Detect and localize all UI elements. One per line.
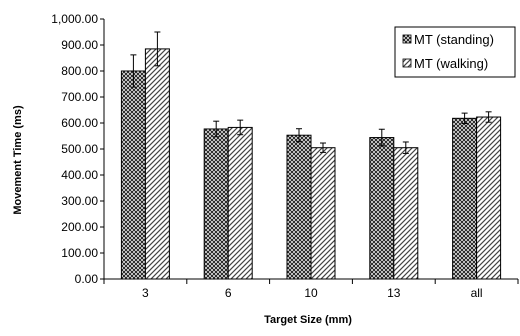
bar-walking [476,116,502,280]
y-tick-label: 200.00 [61,220,98,234]
bar-walking [144,48,170,280]
axes: 0.00 100.00 200.00 300.00 400.00 500.00 600.00… [51,12,519,300]
y-tick-label: 500.00 [61,142,98,156]
x-tick-label: 13 [387,286,401,300]
bar-walking [227,126,253,280]
bar-standing [120,70,146,280]
bar-standing [203,128,229,280]
bars [120,31,502,280]
y-tick-label: 100.00 [61,246,98,260]
y-tick-label: 300.00 [61,194,98,208]
x-tick-label: 6 [225,286,232,300]
legend-label-standing: MT (standing) [414,32,494,47]
y-tick-label: 1,000.00 [51,12,98,26]
bar-standing [369,137,395,280]
legend-box [394,26,516,78]
y-tick-label: 800.00 [61,64,98,78]
legend: MT (standing) MT (walking) [394,26,516,78]
y-tick-label: 700.00 [61,90,98,104]
bar-walking [310,147,336,280]
bar-standing [286,134,312,280]
legend-swatch-walking [402,58,412,68]
y-tick-label: 900.00 [61,38,98,52]
legend-label-walking: MT (walking) [414,56,488,71]
y-tick-label: 0.00 [75,272,99,286]
bar-standing [452,117,478,280]
x-tick-label: 10 [304,286,318,300]
bar-walking [393,147,419,280]
legend-swatch-standing [402,34,412,44]
y-tick-label: 600.00 [61,116,98,130]
x-tick-label: 3 [142,286,149,300]
y-tick-label: 400.00 [61,168,98,182]
y-axis-title: Movement Time (ms) [12,105,24,215]
labels: Movement Time (ms) Target Size (mm) [12,105,352,326]
x-tick-label: all [471,286,483,300]
x-axis-title: Target Size (mm) [264,314,352,326]
